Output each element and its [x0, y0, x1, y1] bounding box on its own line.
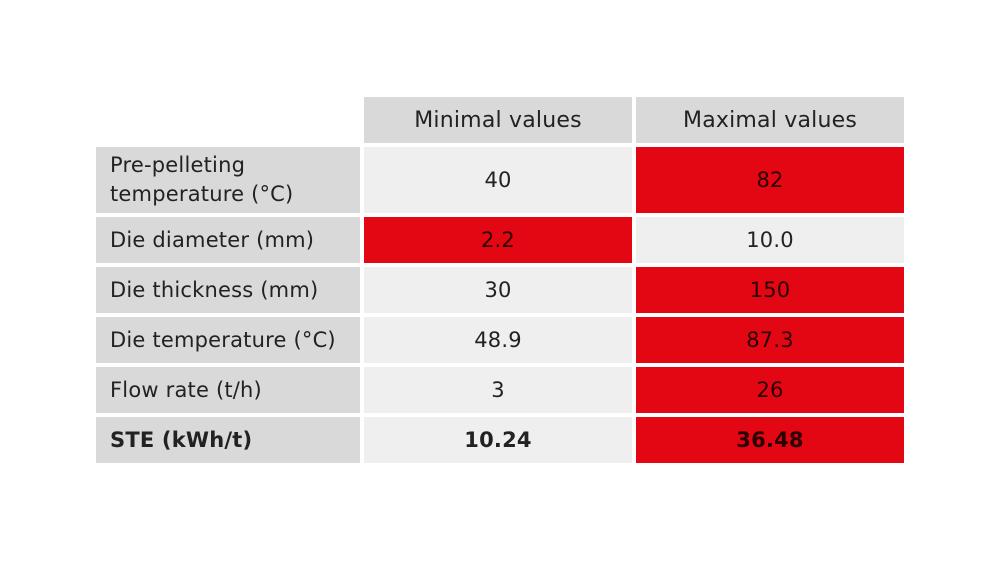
cell-ste-max: 36.48	[636, 417, 904, 463]
column-header-minimal: Minimal values	[364, 97, 632, 143]
cell-die-diameter-max: 10.0	[636, 217, 904, 263]
column-header-maximal: Maximal values	[636, 97, 904, 143]
row-label-flow-rate: Flow rate (t/h)	[96, 367, 360, 413]
cell-pre-pelleting-temperature-min: 40	[364, 147, 632, 213]
cell-flow-rate-min: 3	[364, 367, 632, 413]
cell-die-diameter-min: 2.2	[364, 217, 632, 263]
cell-pre-pelleting-temperature-max: 82	[636, 147, 904, 213]
cell-flow-rate-max: 26	[636, 367, 904, 413]
row-label-die-temperature: Die temperature (°C)	[96, 317, 360, 363]
cell-die-thickness-max: 150	[636, 267, 904, 313]
cell-die-temperature-min: 48.9	[364, 317, 632, 363]
header-corner	[96, 97, 360, 143]
comparison-table: Minimal values Maximal values Pre-pellet…	[96, 97, 904, 463]
cell-ste-min: 10.24	[364, 417, 632, 463]
row-label-pre-pelleting-temperature: Pre-pelleting temperature (°C)	[96, 147, 360, 213]
row-label-ste: STE (kWh/t)	[96, 417, 360, 463]
cell-die-thickness-min: 30	[364, 267, 632, 313]
cell-die-temperature-max: 87.3	[636, 317, 904, 363]
row-label-die-thickness: Die thickness (mm)	[96, 267, 360, 313]
row-label-die-diameter: Die diameter (mm)	[96, 217, 360, 263]
